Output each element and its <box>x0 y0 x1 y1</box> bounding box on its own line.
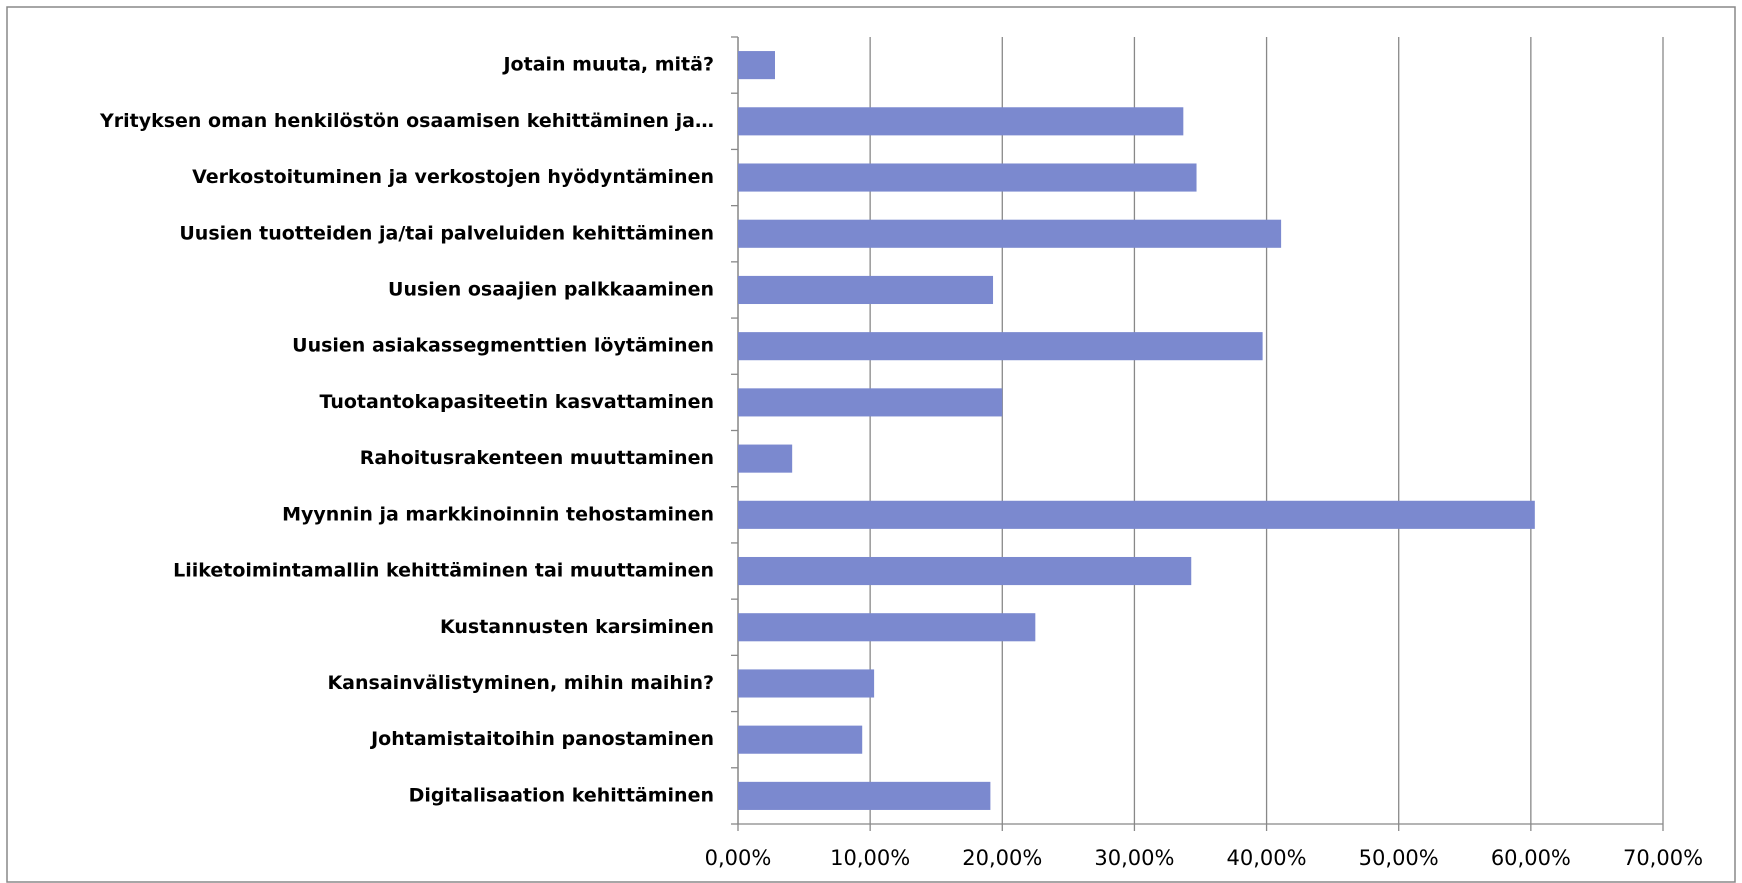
y-tick-label: Uusien asiakassegmenttien löytäminen <box>292 335 714 357</box>
y-tick-label: Jotain muuta, mitä? <box>501 54 714 76</box>
bar <box>738 500 1535 529</box>
bar <box>738 51 775 80</box>
x-tick-label: 70,00% <box>1623 846 1703 870</box>
x-tick-label: 10,00% <box>830 846 910 870</box>
bar <box>738 388 1003 417</box>
bar <box>738 725 863 754</box>
bar <box>738 781 991 810</box>
x-tick-label: 30,00% <box>1094 846 1174 870</box>
bar <box>738 332 1263 361</box>
y-tick-label: Digitalisaation kehittäminen <box>409 784 714 806</box>
x-tick-label: 20,00% <box>962 846 1042 870</box>
bar <box>738 556 1192 586</box>
y-tick-label: Uusien osaajien palkkaaminen <box>388 278 714 300</box>
y-tick-label: Kansainvälistyminen, mihin maihin? <box>327 672 714 694</box>
x-tick-label: 60,00% <box>1491 846 1571 870</box>
y-tick-label: Tuotantokapasiteetin kasvattaminen <box>319 391 714 413</box>
y-tick-label: Liiketoimintamallin kehittäminen tai muu… <box>173 560 714 582</box>
x-tick-label: 0,00% <box>705 846 772 870</box>
y-tick-label: Myynnin ja markkinoinnin tehostaminen <box>282 503 714 525</box>
y-tick-label: Rahoitusrakenteen muuttaminen <box>360 447 714 469</box>
bar <box>738 275 994 305</box>
bar <box>738 669 875 698</box>
y-tick-label: Uusien tuotteiden ja/tai palveluiden keh… <box>179 222 714 244</box>
chart-border <box>6 6 1736 883</box>
bar <box>738 613 1036 642</box>
y-tick-label: Verkostoituminen ja verkostojen hyödyntä… <box>192 166 714 188</box>
y-tick-label: Kustannusten karsiminen <box>440 616 714 638</box>
x-tick-label: 50,00% <box>1359 846 1439 870</box>
bar <box>738 219 1282 248</box>
bar <box>738 163 1197 192</box>
bar <box>738 107 1184 136</box>
bar <box>738 444 793 473</box>
y-tick-label: Johtamistaitoihin panostaminen <box>369 728 714 750</box>
y-tick-label: Yrityksen oman henkilöstön osaamisen keh… <box>99 110 714 132</box>
x-tick-label: 40,00% <box>1227 846 1307 870</box>
